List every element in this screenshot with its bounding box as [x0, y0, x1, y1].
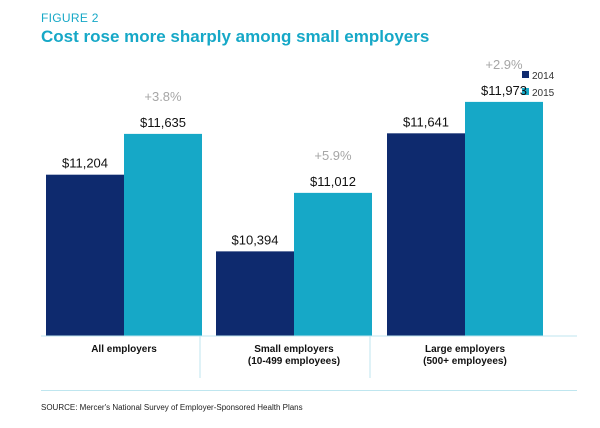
- category-label-1-1: (10-499 employees): [248, 356, 340, 367]
- bar-2014-0: [46, 174, 124, 336]
- category-label-0-0: All employers: [91, 344, 157, 355]
- bar-2015-1: [294, 192, 372, 336]
- source-note: SOURCE: Mercer's National Survey of Empl…: [41, 403, 303, 412]
- category-label-2-1: (500+ employees): [423, 356, 507, 367]
- data-label-2014-2: $11,641: [403, 114, 449, 129]
- change-label-1: +5.9%: [314, 148, 352, 163]
- legend-label-2015: 2015: [532, 88, 555, 99]
- bar-2014-1: [216, 251, 294, 336]
- divider: [41, 390, 577, 391]
- data-label-2014-0: $11,204: [62, 156, 108, 171]
- bar-2015-2: [465, 101, 543, 336]
- change-label-2: +2.9%: [485, 57, 523, 72]
- data-label-2015-0: $11,635: [140, 115, 186, 130]
- data-label-2014-1: $10,394: [232, 232, 279, 247]
- category-label-1-0: Small employers: [254, 344, 334, 355]
- legend-swatch-2015: [522, 88, 529, 95]
- data-label-2015-2: $11,973: [481, 83, 527, 98]
- category-label-2-0: Large employers: [425, 344, 505, 355]
- data-label-2015-1: $11,012: [310, 174, 356, 189]
- legend-swatch-2014: [522, 71, 529, 78]
- bar-2014-2: [387, 133, 465, 336]
- bar-2015-0: [124, 133, 202, 336]
- figure-label: FIGURE 2: [41, 11, 99, 25]
- legend-label-2014: 2014: [532, 71, 555, 82]
- chart-title: Cost rose more sharply among small emplo…: [41, 27, 430, 46]
- change-label-0: +3.8%: [144, 89, 182, 104]
